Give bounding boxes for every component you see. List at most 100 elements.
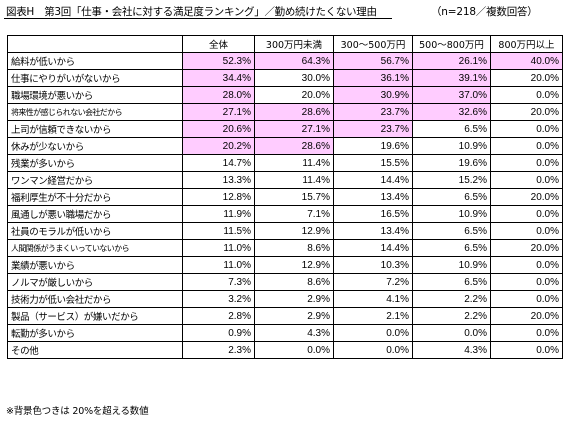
value-cell: 14.7%: [182, 154, 255, 172]
value-cell: 12.8%: [182, 188, 255, 206]
value-cell: 2.9%: [254, 290, 334, 308]
table-row: 給料が低いから 52.3% 64.3% 56.7% 26.1% 40.0%: [7, 52, 563, 70]
table-row: 社員のモラルが低いから 11.5% 12.9% 13.4% 6.5% 0.0%: [7, 222, 563, 240]
value-cell: 20.0%: [490, 103, 563, 121]
row-label: ワンマン経営だから: [7, 171, 183, 189]
value-cell: 6.5%: [412, 120, 491, 138]
value-cell-highlighted: 28.6%: [254, 137, 334, 155]
value-cell: 2.9%: [254, 307, 334, 325]
value-cell: 2.8%: [182, 307, 255, 325]
table-row: 残業が多いから 14.7% 11.4% 15.5% 19.6% 0.0%: [7, 154, 563, 172]
title-underline: [4, 18, 392, 19]
table-row: 将来性が感じられない会社だから 27.1% 28.6% 23.7% 32.6% 20.0%: [7, 103, 563, 121]
value-cell-highlighted: 28.0%: [182, 86, 255, 104]
value-cell-highlighted: 30.9%: [333, 86, 413, 104]
data-table: 全体 300万円未満 300～500万円 500～800万円 800万円以上 給料が低い…: [7, 35, 563, 359]
value-cell: 4.3%: [254, 324, 334, 342]
value-cell: 2.2%: [412, 290, 491, 308]
value-cell: 2.2%: [412, 307, 491, 325]
value-cell: 0.0%: [490, 205, 563, 223]
value-cell: 0.0%: [490, 154, 563, 172]
value-cell: 0.0%: [254, 341, 334, 359]
row-label: 給料が低いから: [7, 52, 183, 70]
value-cell: 0.9%: [182, 324, 255, 342]
value-cell-highlighted: 23.7%: [333, 120, 413, 138]
value-cell: 15.5%: [333, 154, 413, 172]
value-cell: 6.5%: [412, 222, 491, 240]
value-cell: 13.3%: [182, 171, 255, 189]
value-cell-highlighted: 23.7%: [333, 103, 413, 121]
value-cell-highlighted: 64.3%: [254, 52, 334, 70]
row-label: 職場環境が悪いから: [7, 86, 183, 104]
value-cell: 14.4%: [333, 239, 413, 257]
value-cell: 4.3%: [412, 341, 491, 359]
value-cell: 0.0%: [490, 341, 563, 359]
value-cell: 6.5%: [412, 273, 491, 291]
table-row: ワンマン経営だから 13.3% 11.4% 14.4% 15.2% 0.0%: [7, 171, 563, 189]
value-cell-highlighted: 56.7%: [333, 52, 413, 70]
value-cell: 20.0%: [490, 188, 563, 206]
column-header: 500～800万円: [412, 35, 491, 53]
title-row: 図表H 第3回「仕事・会社に対する満足度ランキング」／勤め続けたくない理由 （n…: [4, 3, 574, 19]
value-cell: 15.7%: [254, 188, 334, 206]
value-cell: 0.0%: [490, 222, 563, 240]
value-cell: 12.9%: [254, 256, 334, 274]
value-cell: 0.0%: [490, 120, 563, 138]
value-cell-highlighted: 52.3%: [182, 52, 255, 70]
value-cell: 0.0%: [333, 324, 413, 342]
value-cell: 13.4%: [333, 222, 413, 240]
row-label: その他: [7, 341, 183, 359]
value-cell: 11.0%: [182, 239, 255, 257]
table-row: ノルマが厳しいから 7.3% 8.6% 7.2% 6.5% 0.0%: [7, 273, 563, 291]
value-cell: 0.0%: [490, 290, 563, 308]
table-row: その他 2.3% 0.0% 0.0% 4.3% 0.0%: [7, 341, 563, 359]
value-cell: 8.6%: [254, 273, 334, 291]
row-label: ノルマが厳しいから: [7, 273, 183, 291]
table-row: 転勤が多いから 0.9% 4.3% 0.0% 0.0% 0.0%: [7, 324, 563, 342]
value-cell: 20.0%: [254, 86, 334, 104]
row-label: 上司が信頼できないから: [7, 120, 183, 138]
value-cell: 15.2%: [412, 171, 491, 189]
value-cell: 8.6%: [254, 239, 334, 257]
value-cell: 0.0%: [490, 256, 563, 274]
value-cell: 13.4%: [333, 188, 413, 206]
value-cell-highlighted: 28.6%: [254, 103, 334, 121]
value-cell: 10.3%: [333, 256, 413, 274]
value-cell-highlighted: 26.1%: [412, 52, 491, 70]
value-cell-highlighted: 27.1%: [254, 120, 334, 138]
value-cell: 10.9%: [412, 137, 491, 155]
row-label: 人間関係がうまくいっていないから: [7, 239, 183, 257]
value-cell-highlighted: 37.0%: [412, 86, 491, 104]
value-cell: 0.0%: [490, 171, 563, 189]
row-label: 将来性が感じられない会社だから: [7, 103, 183, 121]
value-cell-highlighted: 27.1%: [182, 103, 255, 121]
column-header: 300～500万円: [333, 35, 413, 53]
value-cell: 0.0%: [490, 86, 563, 104]
table-row: 風通しが悪い職場だから 11.9% 7.1% 16.5% 10.9% 0.0%: [7, 205, 563, 223]
column-header: 全体: [182, 35, 255, 53]
value-cell: 7.3%: [182, 273, 255, 291]
value-cell: 20.0%: [490, 307, 563, 325]
value-cell: 12.9%: [254, 222, 334, 240]
table-row: 休みが少ないから 20.2% 28.6% 19.6% 10.9% 0.0%: [7, 137, 563, 155]
value-cell: 16.5%: [333, 205, 413, 223]
table-row: 仕事にやりがいがないから 34.4% 30.0% 36.1% 39.1% 20.0%: [7, 69, 563, 87]
chart-title: 図表H 第3回「仕事・会社に対する満足度ランキング」／勤め続けたくない理由: [6, 6, 377, 18]
footnote: ※背景色つきは 20%を超える数値: [6, 406, 149, 417]
value-cell: 11.4%: [254, 154, 334, 172]
value-cell: 11.4%: [254, 171, 334, 189]
value-cell-highlighted: 32.6%: [412, 103, 491, 121]
row-label: 福利厚生が不十分だから: [7, 188, 183, 206]
value-cell: 0.0%: [412, 324, 491, 342]
value-cell: 2.1%: [333, 307, 413, 325]
value-cell: 10.9%: [412, 205, 491, 223]
value-cell: 10.9%: [412, 256, 491, 274]
table-row: 福利厚生が不十分だから 12.8% 15.7% 13.4% 6.5% 20.0%: [7, 188, 563, 206]
row-label: 業績が悪いから: [7, 256, 183, 274]
value-cell: 19.6%: [412, 154, 491, 172]
value-cell: 14.4%: [333, 171, 413, 189]
value-cell: 30.0%: [254, 69, 334, 87]
value-cell: 0.0%: [333, 341, 413, 359]
row-label: 休みが少ないから: [7, 137, 183, 155]
row-label: 風通しが悪い職場だから: [7, 205, 183, 223]
